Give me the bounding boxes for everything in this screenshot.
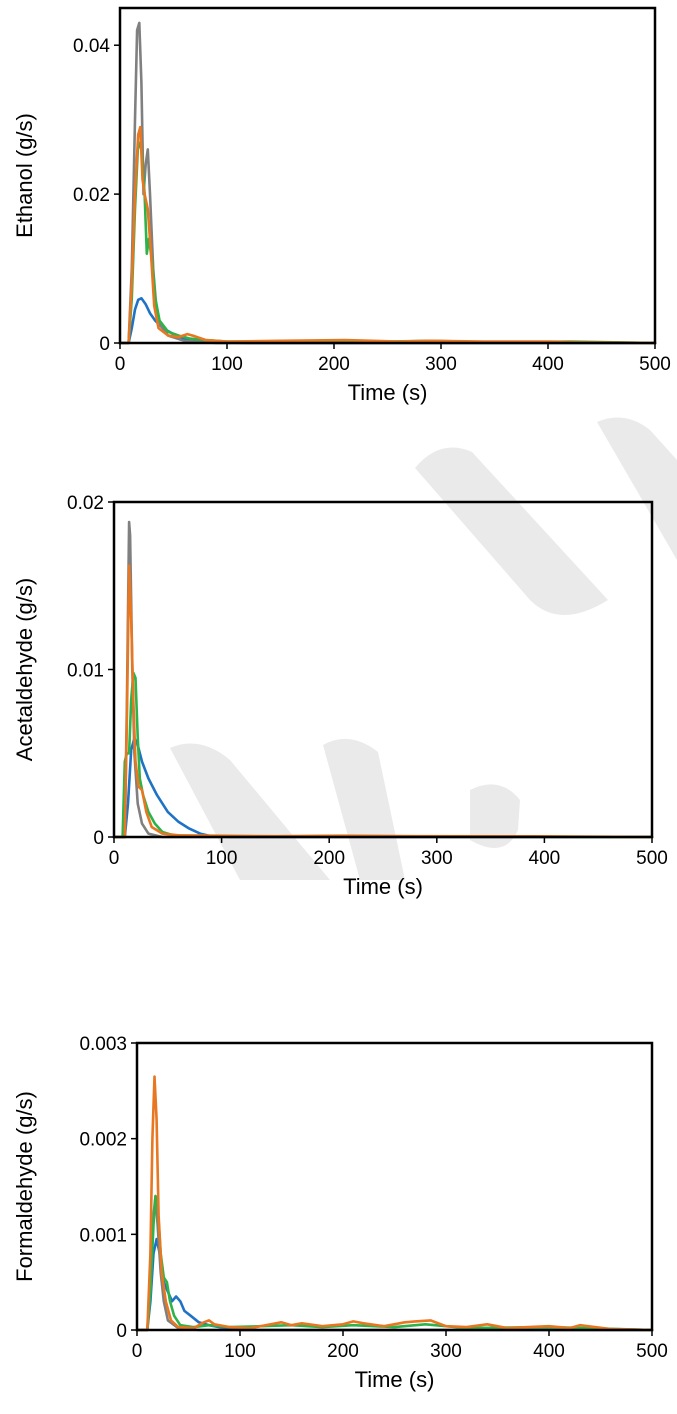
x-axis-label: Time (s) [343,874,423,899]
x-tick-label: 400 [529,848,561,869]
x-tick-label: 300 [425,354,457,375]
watermark-stripe [170,743,330,880]
plot-frame [135,1041,654,1332]
x-tick-label: 300 [421,848,453,869]
x-tick-label: 300 [430,1341,462,1362]
series-line-1 [135,1237,654,1332]
x-tick-label: 400 [532,354,564,375]
x-tick-label: 0 [132,1341,143,1362]
y-tick-label: 0.02 [73,185,110,206]
x-tick-label: 500 [636,848,668,869]
y-tick-label: 0 [99,334,110,355]
x-tick-label: 0 [115,354,126,375]
chart-1: 0 100 200 300 400 500 0 0.02 0.04 Time (s) Ethanol… [12,6,671,405]
x-tick-label: 200 [318,354,350,375]
y-tick-label: 0.02 [67,493,104,514]
series-line-1 [118,297,657,345]
y-tick-label: 0.003 [79,1034,127,1055]
plots-layer: 0 100 200 300 400 500 0 0.02 0.04 Time (s) Ethanol… [12,6,671,1392]
x-axis-label: Time (s) [348,380,428,405]
y-tick-label: 0.04 [73,36,110,57]
y-axis-label: Acetaldehyde (g/s) [12,578,37,761]
y-axis-label: Formaldehyde (g/s) [12,1091,37,1282]
x-tick-label: 500 [639,354,671,375]
watermark-stripe [597,417,677,560]
watermark-stripe [470,784,520,848]
x-tick-label: 0 [109,848,120,869]
x-axis-label: Time (s) [355,1367,435,1392]
watermark-stripe [323,738,405,880]
y-axis-label: Ethanol (g/s) [12,113,37,238]
watermark [170,417,677,880]
chart-3: 0 100 200 300 400 500 0 0.001 0.002 0.003 Time (s)… [12,1034,668,1392]
x-tick-label: 100 [224,1341,256,1362]
series-group [135,1075,654,1332]
x-tick-label: 400 [533,1341,565,1362]
plot-frame [118,6,657,345]
watermark-stripe [415,447,608,615]
x-tick-label: 100 [211,354,243,375]
series-line-2 [118,21,657,345]
y-tick-label: 0.01 [67,661,104,682]
chart-2: 0 100 200 300 400 500 0 0.01 0.02 Time (s) Acetald… [12,493,668,899]
y-tick-label: 0 [93,828,104,849]
y-tick-label: 0 [116,1321,127,1342]
series-line-4 [135,1075,654,1332]
x-tick-label: 200 [327,1341,359,1362]
series-line-3 [135,1194,654,1332]
series-line-3 [118,140,657,345]
x-tick-label: 500 [636,1341,668,1362]
series-group [118,21,657,345]
y-tick-label: 0.001 [79,1225,127,1246]
x-tick-label: 100 [206,848,238,869]
series-line-2 [135,1194,654,1332]
x-tick-label: 200 [313,848,345,869]
series-line-4 [118,125,657,345]
y-tick-label: 0.002 [79,1130,127,1151]
